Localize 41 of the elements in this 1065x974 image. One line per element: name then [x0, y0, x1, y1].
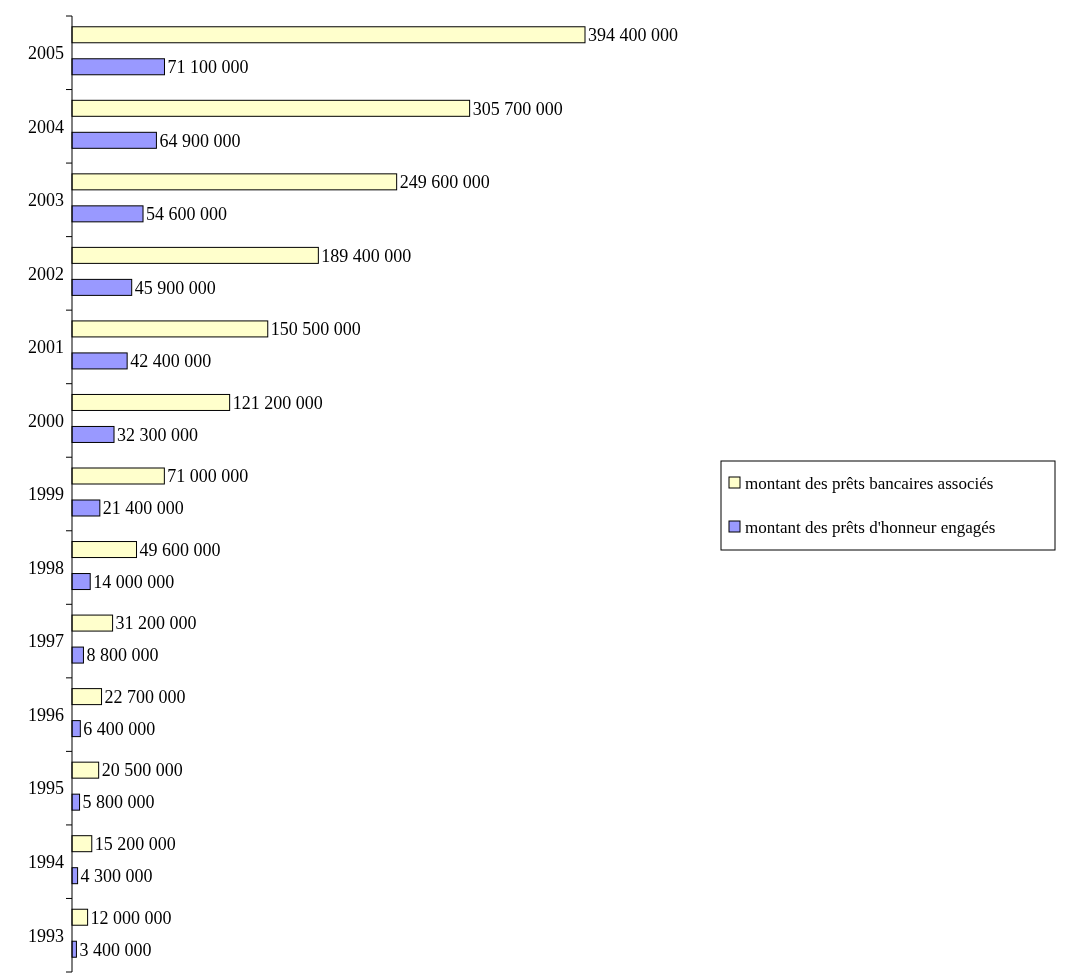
data-label: 31 200 000 [115, 613, 197, 634]
y-tick-label: 1999 [28, 484, 64, 505]
y-tick-label: 1998 [28, 557, 64, 578]
data-label: 15 200 000 [94, 833, 176, 854]
data-label: 64 900 000 [159, 130, 241, 151]
legend-label: montant des prêts bancaires associés [745, 473, 994, 493]
data-label: 305 700 000 [472, 98, 563, 119]
data-label: 71 100 000 [167, 57, 249, 78]
data-label: 21 400 000 [102, 498, 184, 519]
data-label: 4 300 000 [80, 865, 153, 886]
y-tick-label: 1997 [28, 631, 64, 652]
data-label: 5 800 000 [82, 792, 155, 813]
data-label: 54 600 000 [146, 204, 228, 225]
data-label: 189 400 000 [321, 245, 412, 266]
y-tick-label: 2000 [28, 410, 64, 431]
data-label: 45 900 000 [134, 277, 216, 298]
data-label: 249 600 000 [399, 172, 490, 193]
data-label: 121 200 000 [232, 392, 323, 413]
y-tick-label: 2005 [28, 43, 64, 64]
data-label: 150 500 000 [270, 319, 361, 340]
y-tick-label: 1994 [28, 851, 64, 872]
data-label: 8 800 000 [86, 645, 159, 666]
y-tick-label: 1996 [28, 704, 64, 725]
data-label: 42 400 000 [130, 351, 212, 372]
data-label: 32 300 000 [117, 424, 199, 445]
y-tick-label: 1995 [28, 778, 64, 799]
data-label: 3 400 000 [79, 939, 152, 960]
data-label: 49 600 000 [139, 539, 221, 560]
data-label: 6 400 000 [83, 718, 156, 739]
data-label: 14 000 000 [93, 571, 175, 592]
data-label: 12 000 000 [90, 907, 172, 928]
y-tick-label: 2004 [28, 116, 64, 137]
data-label: 71 000 000 [167, 466, 249, 487]
y-tick-label: 1993 [28, 925, 64, 946]
data-label: 22 700 000 [104, 686, 186, 707]
data-label: 20 500 000 [101, 760, 183, 781]
y-tick-label: 2001 [28, 337, 64, 358]
data-label: 394 400 000 [588, 25, 678, 46]
legend-label: montant des prêts d'honneur engagés [745, 517, 996, 537]
y-tick-label: 2002 [28, 263, 64, 284]
y-tick-label: 2003 [28, 190, 64, 211]
